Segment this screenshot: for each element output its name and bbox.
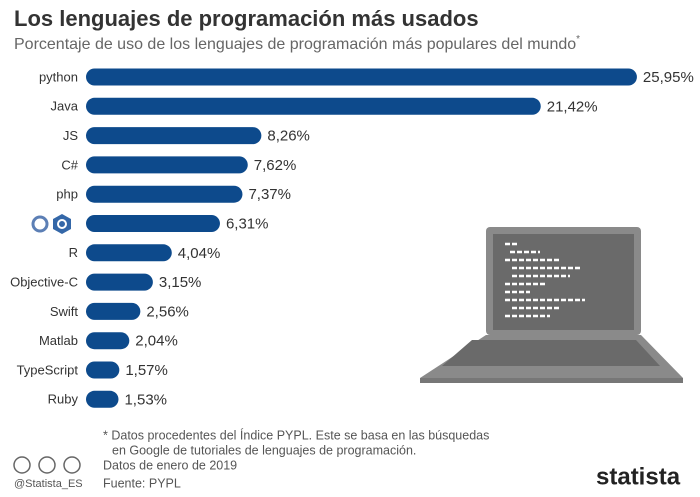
bar xyxy=(86,361,120,379)
category-label: Ruby xyxy=(48,392,79,407)
category-label: R xyxy=(69,245,78,260)
bar xyxy=(86,156,248,174)
category-label: Swift xyxy=(50,304,79,319)
bar xyxy=(86,215,220,232)
category-label: Matlab xyxy=(39,333,78,348)
category-label: TypeScript xyxy=(17,362,79,377)
bar xyxy=(86,332,130,350)
chart-title: Los lenguajes de programación más usados xyxy=(14,6,479,31)
value-label: 21,42% xyxy=(547,98,598,115)
bar xyxy=(86,273,153,291)
c-cpp-icons xyxy=(31,214,71,234)
footnote: en Google de tutoriales de lenguajes de … xyxy=(112,443,416,457)
category-label: JS xyxy=(63,128,79,143)
value-label: 7,62% xyxy=(254,157,297,174)
category-label: php xyxy=(56,187,78,202)
brand-logo: statista xyxy=(596,463,681,490)
footnote: * Datos procedentes del Índice PYPL. Est… xyxy=(103,427,489,442)
value-label: 8,26% xyxy=(267,128,310,145)
category-label: Objective-C xyxy=(10,275,78,290)
bar xyxy=(86,390,119,408)
value-label: 4,04% xyxy=(178,245,221,262)
handle: @Statista_ES xyxy=(14,478,83,490)
bar xyxy=(86,127,262,145)
value-label: 1,57% xyxy=(125,362,168,379)
bar xyxy=(86,244,172,262)
value-label: 2,56% xyxy=(146,303,189,320)
license-icons xyxy=(13,456,81,474)
subtitle-text: Porcentaje de uso de los lenguajes de pr… xyxy=(14,36,576,53)
value-label: 7,37% xyxy=(248,186,291,203)
category-label: python xyxy=(39,69,78,84)
value-label: 25,95% xyxy=(643,69,694,86)
laptop-illustration xyxy=(420,227,683,383)
subtitle-mark: * xyxy=(576,34,580,45)
source: Fuente: PYPL xyxy=(103,476,181,490)
bar xyxy=(86,302,141,320)
value-label: 1,53% xyxy=(124,391,167,408)
category-label: Java xyxy=(51,99,79,114)
value-label: 3,15% xyxy=(159,274,202,291)
bar xyxy=(86,68,637,86)
category-label: C# xyxy=(61,157,78,172)
value-label: 2,04% xyxy=(135,333,178,350)
bar xyxy=(86,185,243,203)
value-label: 6,31% xyxy=(226,215,269,232)
chart-subtitle: Porcentaje de uso de los lenguajes de pr… xyxy=(14,34,580,54)
bar xyxy=(86,97,541,115)
date-note: Datos de enero de 2019 xyxy=(103,458,237,472)
